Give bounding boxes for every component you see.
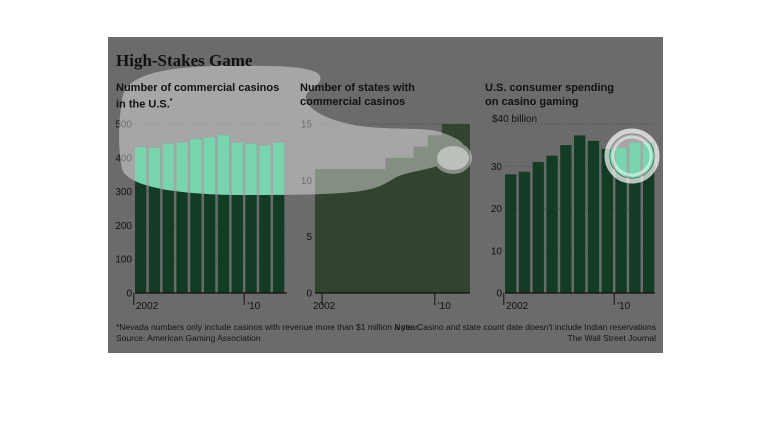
spending-title-line-1: U.S. consumer spending [485,82,614,94]
casinos-bar-highlight [176,142,188,293]
casinos-title-line-1: Number of commercial casinos [116,82,280,94]
states-area [315,124,470,293]
spending-title-line-2: on casino gaming [485,96,579,108]
main-title: High-Stakes Game [116,51,253,70]
casinos-bar-highlight [217,135,230,293]
spending-bar-highlight [601,148,613,293]
highlight-inner-ring-spending [611,135,653,177]
states-title-line-2: commercial casinos [300,96,406,108]
casinos-title-line-2-text: in the U.S. [116,98,170,111]
casinos-bar-highlight [231,142,243,293]
footnote-right: Note: Casino and state count date doesn'… [394,322,656,344]
highlight-overlay [108,37,663,353]
spending-bar-highlight [615,148,627,293]
states-title-line-1: Number of states with [300,82,415,94]
footnote-nevada: *Nevada numbers only include casinos wit… [116,322,420,332]
charts-canvas: 0 100 200 300 400 500 2002 '10 0 5 10 15 2002 '10 0 1… [108,37,663,353]
casinos-ytick-label: 300 [115,187,132,198]
states-chart: 0 5 10 15 2002 '10 [301,120,470,312]
casinos-ytick-label: 400 [115,153,132,164]
states-xtick-label: '10 [438,301,451,312]
highlighted-bars [135,135,655,293]
footnote-left: *Nevada numbers only include casinos wit… [116,322,420,344]
casinos-bar-highlight [204,137,216,293]
footnote-source: Source: American Gaming Association [116,333,261,343]
casinos-xtick-label: '10 [247,301,260,312]
spending-ytick-label: $40 billion [492,114,537,125]
spending-bar-highlight [505,174,517,293]
casinos-bar-highlight [273,142,285,293]
casinos-title-line-2: in the U.S.* [116,95,279,112]
spending-bar-highlight [560,145,572,293]
spending-bar-highlight [518,171,531,293]
spending-ytick-label: 10 [491,246,503,257]
spending-bar-highlight [574,135,586,293]
highlight-layer [108,37,663,353]
footnote-note: Note: Casino and state count date doesn'… [394,322,656,332]
footnote-credit: The Wall Street Journal [567,333,657,343]
highlight-ring-spending [604,128,660,184]
casinos-ytick-label: 500 [115,120,132,131]
highlight-glow-states [437,146,469,170]
states-ytick-label: 10 [301,176,313,187]
spending-bar-highlight [643,142,655,293]
spending-xtick-label: '10 [617,301,630,312]
casinos-xtick-label: 2002 [136,301,159,312]
casinos-title-asterisk: * [169,98,173,105]
spending-ytick-label: 30 [491,162,503,173]
casinos-bar-highlight [162,143,174,293]
casinos-bar-highlight [245,143,257,293]
casinos-ytick-label: 200 [115,221,132,232]
spending-bar-highlight [629,142,641,293]
states-chart-title: Number of states with commercial casinos [300,81,415,109]
states-xtick-label: 2002 [313,301,336,312]
casinos-chart-title: Number of commercial casinos in the U.S.… [116,81,279,112]
states-ytick-label: 5 [306,232,312,243]
states-ytick-label: 0 [306,289,312,300]
spending-chart-title: U.S. consumer spending on casino gaming [485,81,614,109]
casinos-bar-highlight [259,145,271,293]
casinos-bar-highlight [135,146,147,293]
spending-bar-highlight [546,155,558,293]
casinos-bar-highlight [148,147,161,293]
casinos-bar-highlight [190,139,202,293]
spending-bar-highlight [587,140,600,293]
spending-xtick-label: 2002 [506,301,529,312]
casinos-ytick-label: 0 [126,289,132,300]
casinos-ytick-label: 100 [115,255,132,266]
spending-bar-highlight [532,162,544,293]
spending-ytick-label: 20 [491,204,503,215]
spending-ytick-label: 0 [496,289,502,300]
chart-panel: 0 100 200 300 400 500 2002 '10 0 5 10 15 2002 '10 0 1… [108,37,663,353]
states-ytick-label: 15 [301,120,313,131]
